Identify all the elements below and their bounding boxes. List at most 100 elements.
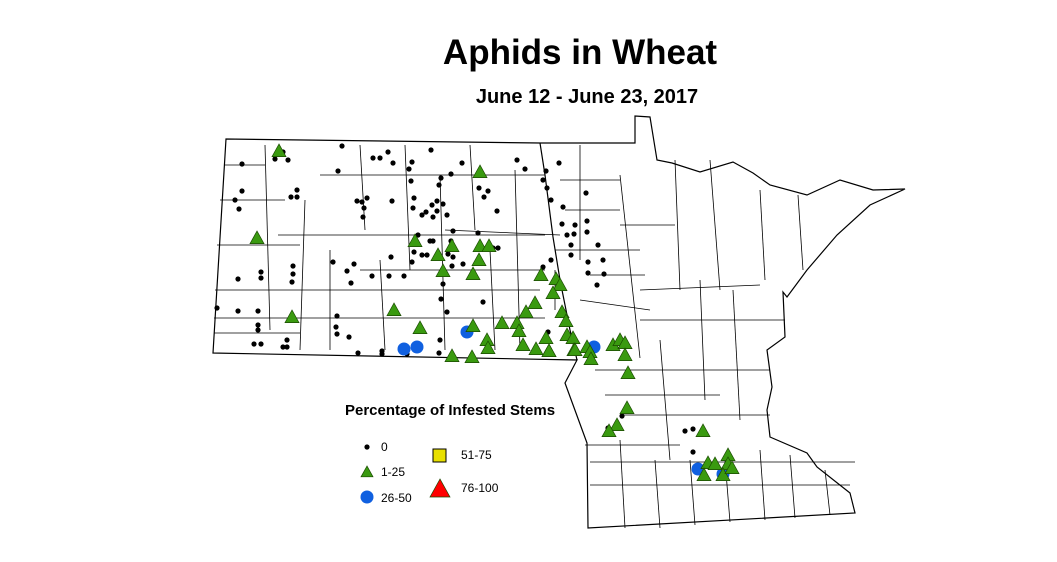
point-0-percent	[445, 251, 451, 257]
point-0-percent	[294, 187, 300, 193]
point-0-percent	[284, 344, 290, 350]
point-0-percent	[333, 324, 339, 330]
point-0-percent	[415, 232, 421, 238]
point-1-25-percent	[465, 318, 481, 332]
legend-circle-icon	[360, 490, 374, 504]
legend-label-76-100: 76-100	[461, 481, 499, 495]
point-0-percent	[572, 222, 578, 228]
point-1-25-percent	[271, 143, 287, 157]
point-0-percent	[389, 198, 395, 204]
point-1-25-percent	[533, 267, 549, 281]
point-1-25-percent	[511, 323, 527, 337]
county-line	[709, 159, 721, 291]
point-0-percent	[568, 242, 574, 248]
point-0-percent	[544, 185, 550, 191]
point-0-percent	[436, 350, 442, 356]
state-outline	[212, 115, 906, 529]
point-26-50-percent	[410, 340, 424, 354]
point-0-percent	[258, 269, 264, 275]
legend-triangle-icon	[360, 465, 374, 478]
point-0-percent	[514, 157, 520, 163]
point-0-percent	[690, 426, 696, 432]
point-1-25-percent	[609, 417, 625, 431]
point-0-percent	[239, 161, 245, 167]
county-line	[654, 459, 661, 529]
county-line	[689, 459, 696, 526]
point-0-percent	[236, 206, 242, 212]
point-0-percent	[428, 147, 434, 153]
point-1-25-percent	[541, 343, 557, 357]
point-0-percent	[354, 198, 360, 204]
point-0-percent	[560, 204, 566, 210]
point-1-25-percent	[465, 266, 481, 280]
county-line	[699, 279, 706, 401]
point-0-percent	[584, 229, 590, 235]
county-line	[759, 449, 766, 521]
county-line	[659, 339, 671, 461]
county-line	[732, 289, 741, 421]
point-1-25-percent	[249, 230, 265, 244]
point-0-percent	[359, 199, 365, 205]
county-line	[824, 469, 831, 516]
point-0-percent	[424, 252, 430, 258]
point-0-percent	[330, 259, 336, 265]
point-0-percent	[411, 195, 417, 201]
point-0-percent	[584, 218, 590, 224]
county-line	[469, 144, 476, 231]
point-1-25-percent	[515, 337, 531, 351]
point-0-percent	[571, 231, 577, 237]
point-0-percent	[408, 178, 414, 184]
county-line	[299, 199, 306, 351]
point-0-percent	[690, 449, 696, 455]
point-1-25-percent	[538, 330, 554, 344]
point-0-percent	[459, 160, 465, 166]
point-0-percent	[444, 309, 450, 315]
point-1-25-percent	[617, 347, 633, 361]
point-1-25-percent	[444, 348, 460, 362]
point-0-percent	[540, 264, 546, 270]
point-0-percent	[564, 232, 570, 238]
point-1-25-percent	[620, 365, 636, 379]
point-0-percent	[351, 261, 357, 267]
point-0-percent	[361, 205, 367, 211]
county-line	[797, 194, 804, 271]
point-0-percent	[548, 197, 554, 203]
point-1-25-percent	[444, 238, 460, 252]
point-0-percent	[450, 228, 456, 234]
point-0-percent	[423, 209, 429, 215]
point-0-percent	[543, 168, 549, 174]
point-1-25-percent	[567, 342, 583, 356]
point-0-percent	[280, 344, 286, 350]
point-0-percent	[450, 254, 456, 260]
point-0-percent	[440, 201, 446, 207]
point-0-percent	[476, 185, 482, 191]
legend-label-1-25: 1-25	[381, 465, 406, 479]
county-line	[619, 174, 641, 359]
point-0-percent	[235, 276, 241, 282]
legend-label-26-50: 26-50	[381, 491, 412, 505]
point-0-percent	[485, 188, 491, 194]
point-0-percent	[290, 263, 296, 269]
point-0-percent	[568, 252, 574, 258]
county-line	[759, 189, 766, 281]
point-0-percent	[409, 259, 415, 265]
point-0-percent	[619, 413, 625, 419]
state-outlines	[212, 115, 906, 529]
point-0-percent	[460, 261, 466, 267]
point-0-percent	[255, 322, 261, 328]
point-0-percent	[370, 155, 376, 161]
point-1-25-percent	[696, 467, 712, 481]
point-1-25-percent	[386, 302, 402, 316]
point-0-percent	[288, 194, 294, 200]
point-0-percent	[410, 205, 416, 211]
point-0-percent	[390, 160, 396, 166]
point-0-percent	[583, 190, 589, 196]
point-0-percent	[290, 271, 296, 277]
point-0-percent	[284, 337, 290, 343]
point-0-percent	[600, 257, 606, 263]
point-0-percent	[585, 270, 591, 276]
county-line	[264, 144, 271, 331]
point-0-percent	[344, 268, 350, 274]
point-0-percent	[334, 331, 340, 337]
